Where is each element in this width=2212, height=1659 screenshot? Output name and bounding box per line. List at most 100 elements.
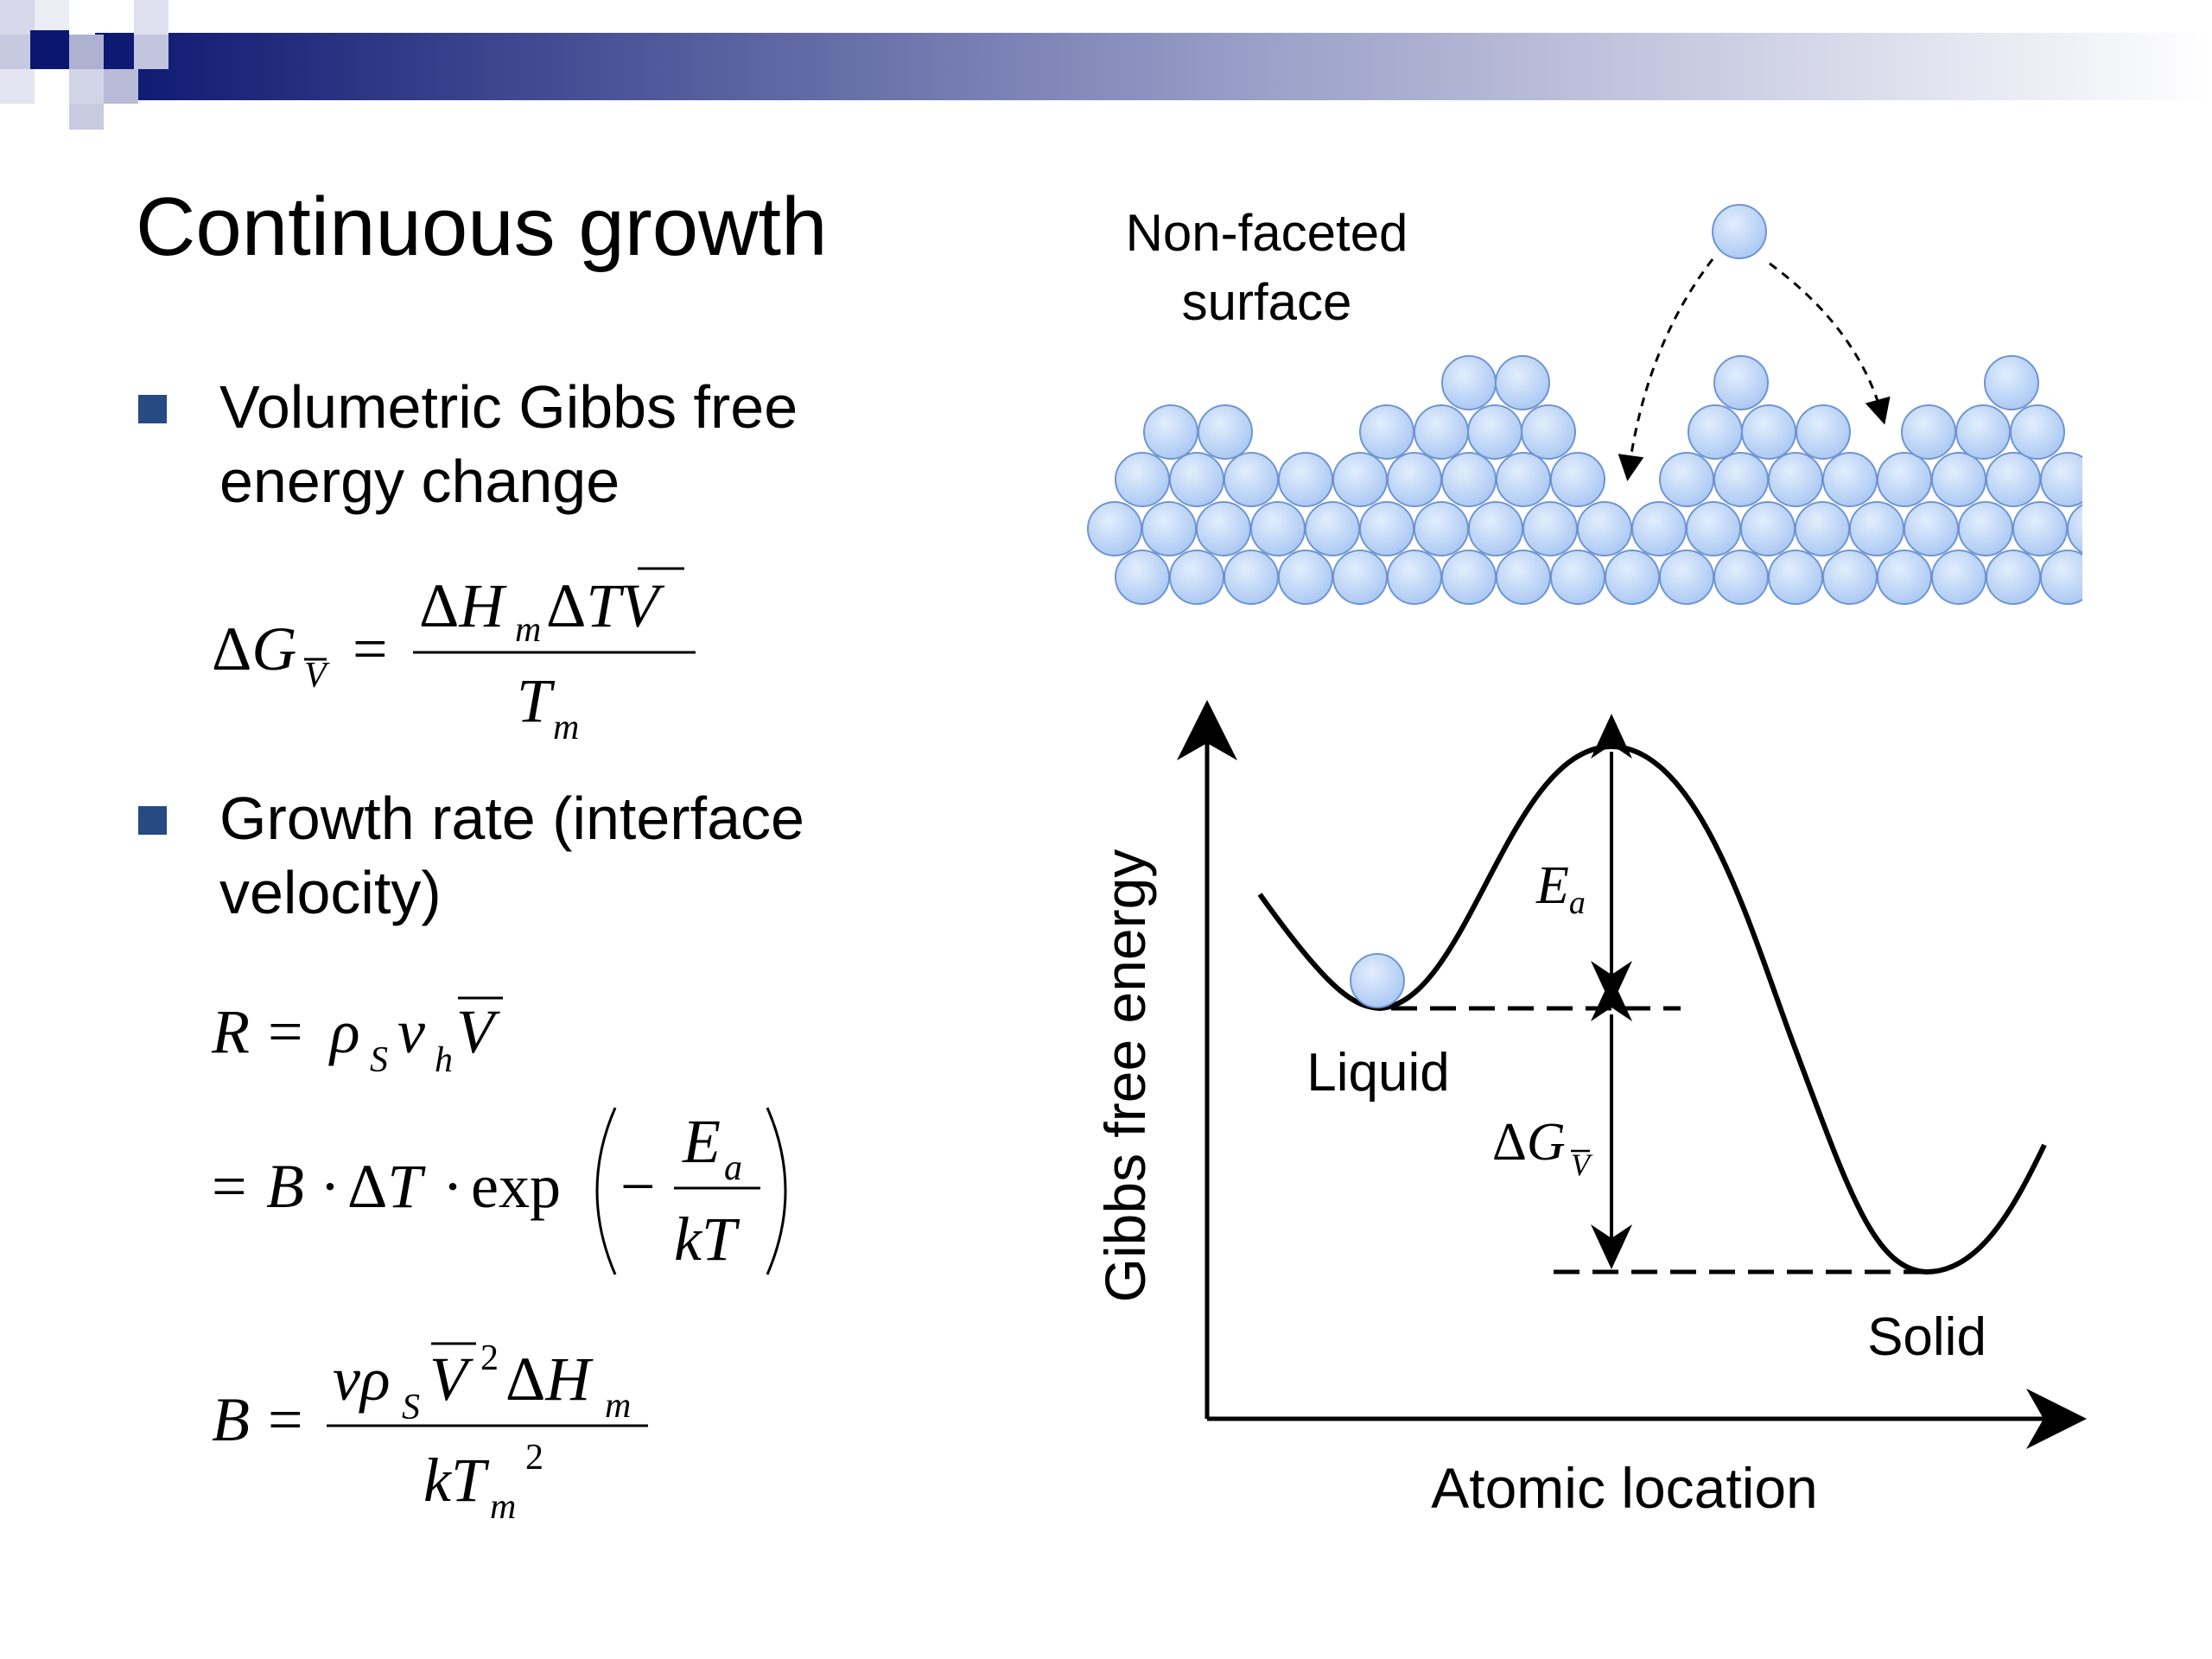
- svg-text:V: V: [304, 656, 330, 696]
- svg-text:S: S: [370, 1040, 388, 1080]
- header-square: [0, 69, 35, 104]
- slide-title: Continuous growth: [136, 181, 828, 273]
- surface-atom: [1169, 452, 1224, 507]
- svg-text:ΔH: ΔH: [419, 571, 507, 640]
- header-square: [104, 69, 138, 104]
- svg-text:m: m: [515, 610, 541, 650]
- header-decoration: [0, 0, 2212, 130]
- surface-atom: [1496, 452, 1551, 507]
- surface-atom: [1414, 501, 1469, 556]
- svg-text:m: m: [490, 1487, 516, 1527]
- surface-label-line2: surface: [1182, 273, 1352, 331]
- surface-atom: [1955, 404, 2011, 460]
- surface-atom: [1550, 550, 1605, 605]
- surface-atom: [1250, 501, 1306, 556]
- svg-text:a: a: [724, 1148, 742, 1188]
- surface-atom: [1631, 501, 1687, 556]
- surface-atom: [1387, 452, 1442, 507]
- surface-atom: [2040, 550, 2082, 605]
- svg-text:exp: exp: [471, 1152, 561, 1221]
- svg-text:h: h: [435, 1040, 453, 1080]
- surface-atom: [1740, 501, 1796, 556]
- svg-text:−: −: [620, 1152, 656, 1221]
- surface-atom: [1359, 404, 1414, 460]
- surface-atom: [1141, 501, 1197, 556]
- header-gradient-bar: [95, 33, 2212, 100]
- surface-atom: [1496, 550, 1551, 605]
- surface-atom: [1495, 355, 1550, 410]
- surface-atom: [1198, 404, 1253, 460]
- header-square: [69, 104, 104, 130]
- surface-atom: [1741, 404, 1796, 460]
- svg-text:m: m: [553, 708, 579, 747]
- surface-atom: [1688, 404, 1743, 460]
- surface-atom: [1986, 550, 2041, 605]
- svg-text:=: =: [268, 1385, 303, 1454]
- equations-panel: ΔG V = ΔH m ΔTV T m R = ρ S ν h V = B · …: [211, 567, 787, 1527]
- gibbs-energy-diagram: Gibbs free energy Atomic location Liquid…: [1093, 700, 2087, 1520]
- surface-atom: [1468, 501, 1523, 556]
- surface-atom: [1278, 550, 1333, 605]
- adsorption-path-arrow: [1769, 262, 1891, 425]
- header-square: [69, 69, 104, 104]
- x-axis-label: Atomic location: [1431, 1456, 1818, 1520]
- bullet-marker: [138, 395, 167, 423]
- svg-text:ΔT: ΔT: [347, 1152, 426, 1221]
- energy-curve: [1257, 743, 2047, 1275]
- bullet-growth-rate: Growth rate (interface velocity): [219, 785, 804, 926]
- surface-atom: [1768, 452, 1823, 507]
- surface-atom: [1441, 452, 1497, 507]
- surface-atom: [1931, 452, 1986, 507]
- surface-atom: [1414, 404, 1469, 460]
- equation-growth-rate: R = ρ S ν h V: [211, 996, 503, 1080]
- surface-atom: [1115, 550, 1170, 605]
- surface-atom: [1713, 452, 1769, 507]
- surface-atom: [1224, 452, 1279, 507]
- surface-atom: [1768, 550, 1823, 605]
- header-square: [0, 0, 35, 35]
- surface-atom: [1605, 550, 1660, 605]
- svg-text:·: ·: [320, 1152, 340, 1221]
- surface-atom: [2040, 452, 2082, 507]
- header-square: [0, 35, 35, 69]
- svg-text:=: =: [212, 1152, 247, 1221]
- svg-text:ρ: ρ: [328, 997, 360, 1066]
- surface-atom: [2010, 404, 2065, 460]
- delta-g-label: ΔG V: [1492, 1113, 1593, 1182]
- surface-atom: [1441, 550, 1497, 605]
- equation-exponential: = B · ΔT · exp − E a kT: [212, 1107, 787, 1275]
- svg-text:ΔTV: ΔTV: [546, 571, 664, 640]
- surface-atom: [1521, 404, 1576, 460]
- surface-atom: [1822, 550, 1878, 605]
- surface-atom: [1986, 452, 2041, 507]
- svg-text:2: 2: [480, 1338, 499, 1378]
- surface-atom: [1577, 501, 1632, 556]
- surface-atom: [1659, 452, 1714, 507]
- header-square: [30, 30, 69, 69]
- svg-text:m: m: [605, 1386, 631, 1426]
- svg-text:ΔG: ΔG: [1492, 1113, 1566, 1172]
- bullet-volumetric-gibbs: Volumetric Gibbs free energy change: [219, 373, 798, 515]
- svg-text:=: =: [353, 614, 388, 683]
- surface-atom: [1169, 550, 1224, 605]
- surface-atom: [1196, 501, 1251, 556]
- svg-text:V: V: [456, 997, 500, 1066]
- surface-atom: [1713, 355, 1769, 410]
- svg-text:V: V: [429, 1344, 474, 1414]
- surface-atom: [1904, 501, 1959, 556]
- svg-text:E: E: [682, 1107, 721, 1176]
- y-axis-label: Gibbs free energy: [1093, 849, 1157, 1303]
- surface-atom: [1115, 452, 1170, 507]
- surface-atom: [1143, 404, 1198, 460]
- svg-text:T: T: [517, 666, 556, 735]
- header-square: [69, 35, 104, 69]
- surface-atom: [1796, 404, 1851, 460]
- svg-text:ΔG: ΔG: [212, 614, 296, 683]
- surface-atom: [1522, 501, 1578, 556]
- svg-text:B: B: [212, 1385, 250, 1454]
- svg-text:kT: kT: [423, 1446, 490, 1515]
- surface-atom: [1224, 550, 1279, 605]
- surface-atom: [1441, 355, 1497, 410]
- header-square: [134, 0, 168, 35]
- surface-atom: [1984, 355, 2039, 410]
